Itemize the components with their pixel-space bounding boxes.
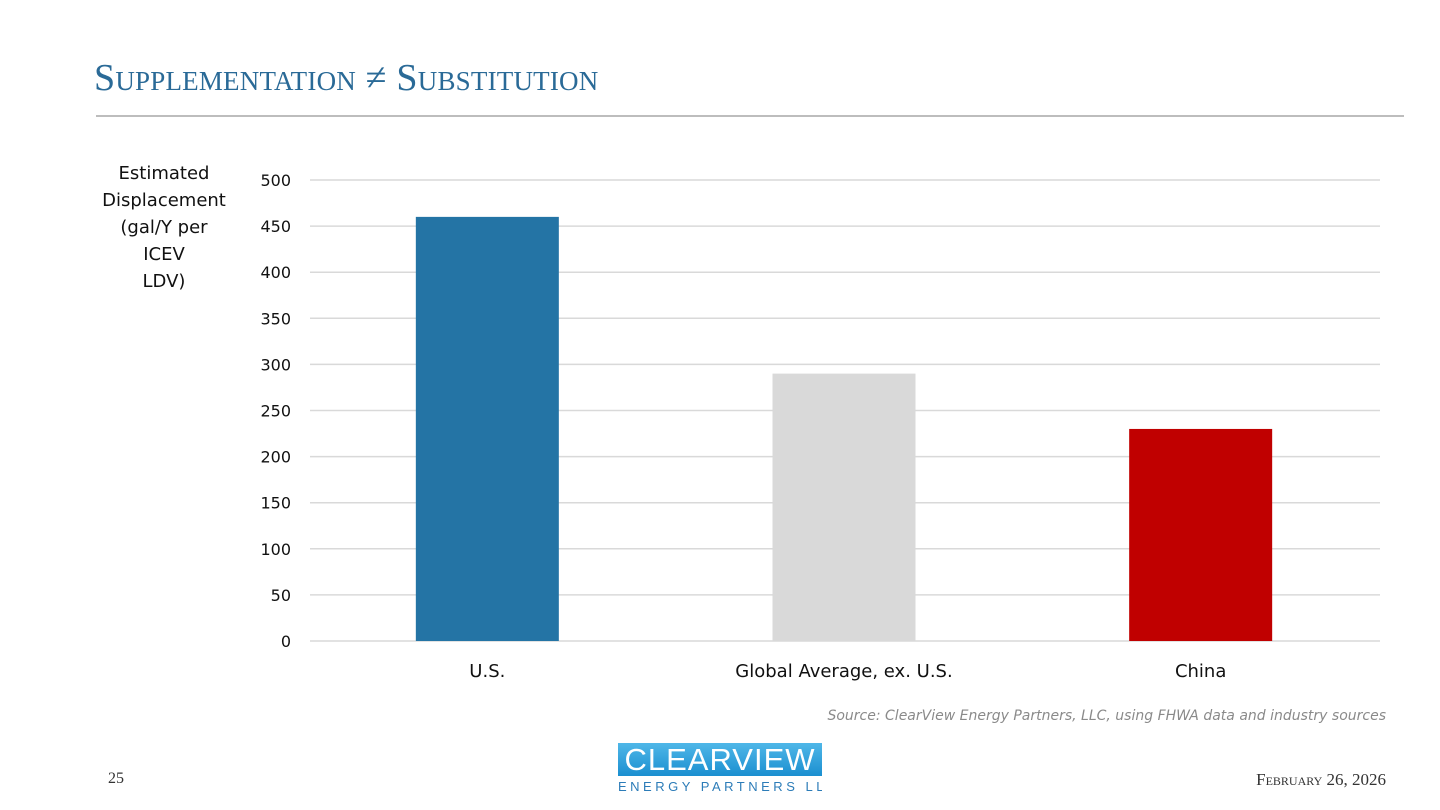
- logo-tagline: ENERGY PARTNERS LLC: [618, 779, 822, 794]
- bar-chart: 0 50 100 150 200 250 300 350 400 450 500 U.S. Globa…: [260, 171, 1380, 682]
- y-tick-label: 400: [260, 263, 291, 282]
- y-tick-label: 0: [281, 632, 291, 651]
- y-tick-label: 200: [260, 448, 291, 467]
- bar-global-average-ex-u-s: [772, 373, 916, 641]
- y-axis-label: Estimated Displacement (gal/Y per ICEV LDV): [96, 160, 232, 295]
- y-tick-label: 150: [260, 494, 291, 513]
- slide-title: Supplementation ≠ Substitution: [94, 57, 599, 99]
- y-axis-label-line: (gal/Y per: [120, 217, 208, 238]
- x-tick-label: U.S.: [469, 661, 505, 682]
- page-number: 25: [108, 770, 124, 787]
- y-tick-label: 300: [260, 355, 291, 374]
- y-tick-label: 50: [271, 586, 291, 605]
- source-note: Source: ClearView Energy Partners, LLC, …: [827, 708, 1386, 724]
- y-tick-label: 450: [260, 217, 291, 236]
- x-tick-label: China: [1175, 661, 1226, 682]
- logo-wordmark: CLEARVIEW: [618, 743, 822, 776]
- bar-china: [1129, 428, 1273, 641]
- y-tick-labels: 0 50 100 150 200 250 300 350 400 450 500: [260, 171, 291, 651]
- title-divider: [96, 115, 1404, 117]
- x-tick-label: Global Average, ex. U.S.: [735, 661, 952, 682]
- bars: [415, 216, 1273, 641]
- y-axis-label-line: ICEV: [143, 244, 185, 265]
- company-logo: CLEARVIEW ENERGY PARTNERS LLC: [618, 743, 822, 795]
- footer-date: February 26, 2026: [1256, 770, 1386, 789]
- y-axis-label-line: LDV): [142, 271, 186, 292]
- bar-u-s: [415, 216, 559, 641]
- y-tick-label: 250: [260, 402, 291, 421]
- y-axis-label-line: Estimated: [118, 163, 210, 184]
- y-tick-label: 500: [260, 171, 291, 190]
- x-tick-labels: U.S. Global Average, ex. U.S. China: [469, 661, 1226, 682]
- y-tick-label: 350: [260, 309, 291, 328]
- y-tick-label: 100: [260, 540, 291, 559]
- y-axis-label-line: Displacement: [102, 190, 226, 211]
